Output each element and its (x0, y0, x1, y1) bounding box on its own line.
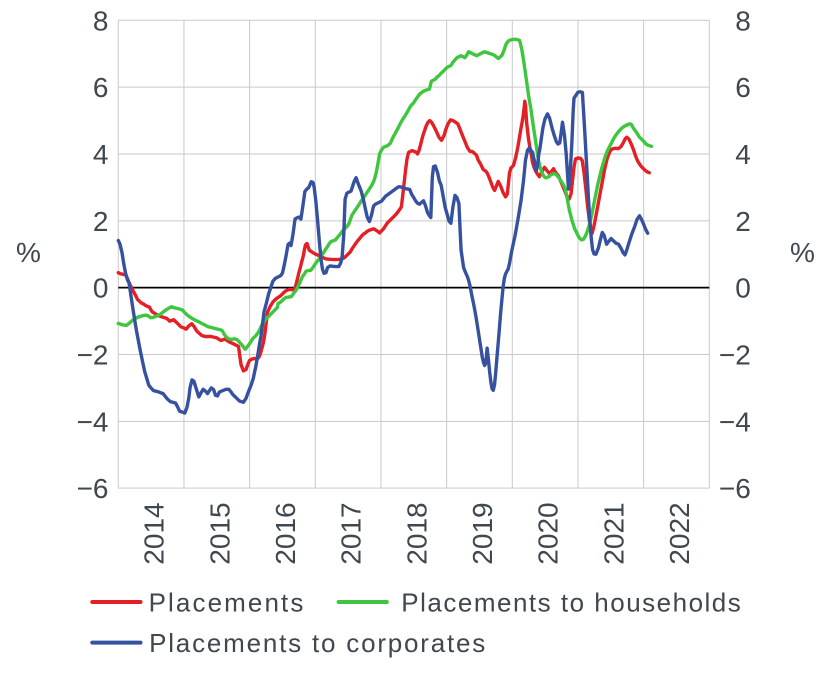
svg-text:−6: −6 (719, 473, 751, 504)
svg-text:8: 8 (93, 5, 109, 36)
svg-text:2022: 2022 (664, 502, 695, 564)
svg-text:−4: −4 (77, 406, 109, 437)
svg-text:−2: −2 (77, 340, 109, 371)
svg-text:8: 8 (735, 5, 751, 36)
svg-text:2: 2 (93, 206, 109, 237)
svg-text:2016: 2016 (270, 502, 301, 564)
svg-text:2019: 2019 (467, 502, 498, 564)
svg-text:2018: 2018 (401, 502, 432, 564)
svg-text:2021: 2021 (598, 502, 629, 564)
svg-text:2017: 2017 (336, 502, 367, 564)
svg-text:2: 2 (735, 206, 751, 237)
svg-text:2014: 2014 (139, 502, 170, 564)
svg-text:2015: 2015 (204, 502, 235, 564)
svg-text:4: 4 (735, 139, 751, 170)
svg-text:0: 0 (735, 273, 751, 304)
svg-text:Placements to households: Placements to households (401, 588, 742, 618)
svg-text:%: % (790, 237, 815, 268)
svg-text:4: 4 (93, 139, 109, 170)
svg-text:6: 6 (735, 72, 751, 103)
svg-text:Placements: Placements (149, 588, 306, 618)
svg-text:2020: 2020 (533, 502, 564, 564)
svg-text:0: 0 (93, 273, 109, 304)
svg-text:%: % (16, 237, 41, 268)
svg-text:−4: −4 (719, 406, 751, 437)
svg-text:Placements to corporates: Placements to corporates (149, 628, 487, 658)
svg-text:6: 6 (93, 72, 109, 103)
svg-text:−6: −6 (77, 473, 109, 504)
svg-text:−2: −2 (719, 340, 751, 371)
